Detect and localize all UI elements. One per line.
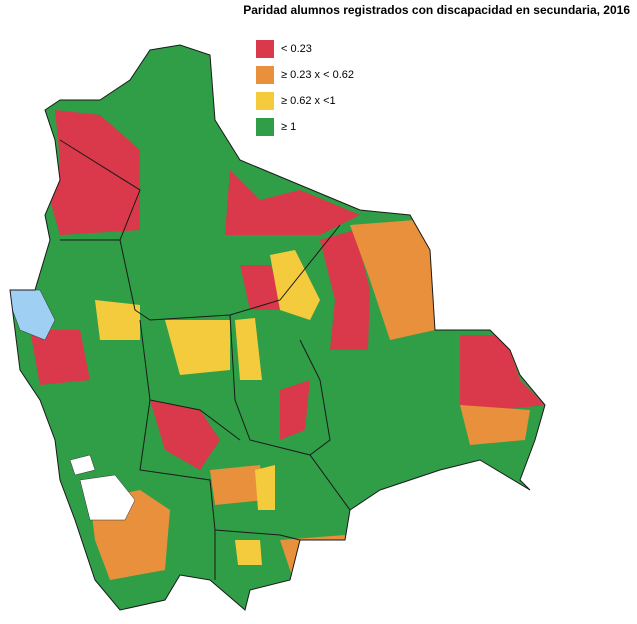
region: [95, 300, 140, 340]
map-title: Paridad alumnos registrados con discapac…: [243, 3, 630, 17]
region: [460, 405, 530, 445]
department-border: [59, 139, 341, 321]
department-border: [214, 529, 301, 541]
region: [30, 330, 90, 385]
salt-flat: [69, 454, 96, 476]
legend-label: ≥ 1: [281, 121, 296, 133]
region: [350, 220, 435, 340]
legend-label: ≥ 0.62 x <1: [281, 95, 336, 107]
region: [460, 335, 545, 410]
department-border: [139, 399, 216, 580]
region: [240, 265, 290, 310]
legend-swatch: [256, 40, 274, 58]
legend-swatch: [256, 118, 274, 136]
department-border: [299, 339, 331, 456]
region: [320, 230, 370, 350]
legend-label: < 0.23: [281, 43, 312, 55]
legend-swatch: [256, 92, 274, 110]
region: [210, 465, 265, 505]
department-border: [139, 319, 241, 441]
region: [280, 380, 310, 440]
legend-label: ≥ 0.23 x < 0.62: [281, 69, 354, 81]
region: [50, 110, 140, 235]
region: [235, 540, 262, 565]
region: [165, 320, 230, 375]
region: [225, 170, 360, 235]
region: [150, 400, 220, 470]
legend-swatch: [256, 66, 274, 84]
region: [255, 465, 275, 510]
country-border: [9, 44, 546, 611]
salt-flat: [79, 474, 136, 521]
legend: < 0.23 ≥ 0.23 x < 0.62 ≥ 0.62 x <1 ≥ 1: [256, 40, 354, 136]
region: [235, 318, 262, 380]
region: [270, 250, 320, 320]
department-border: [229, 314, 351, 511]
